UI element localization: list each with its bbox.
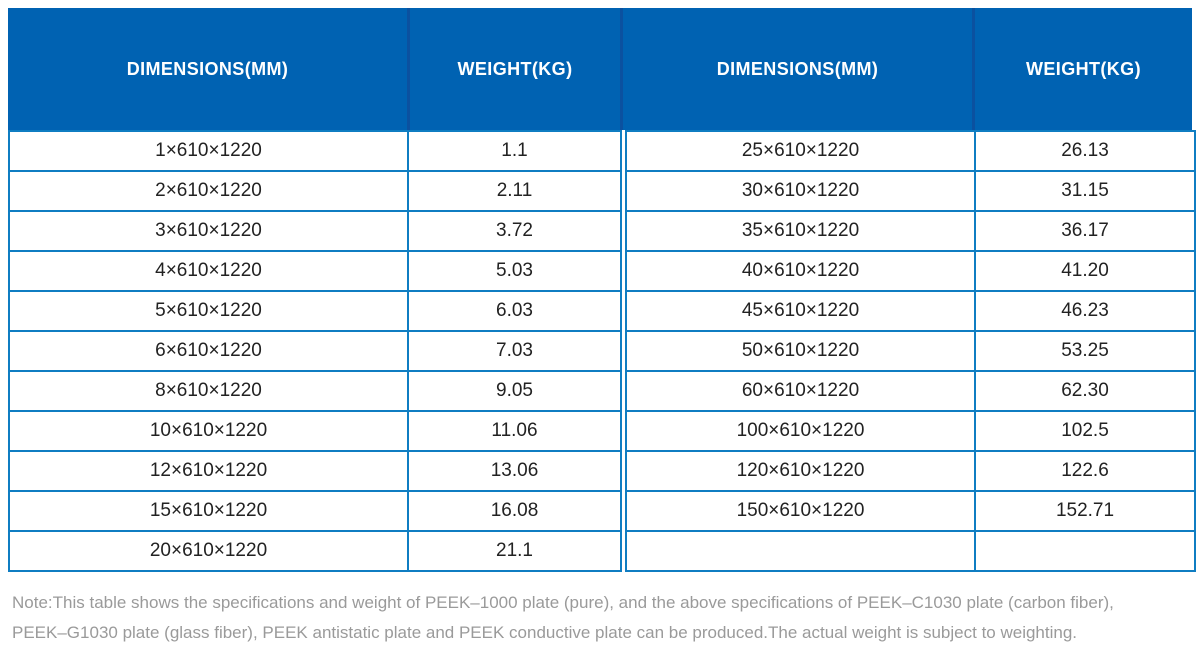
header-cell-dimensions-right: DIMENSIONS(MM) [716,58,879,79]
table-row: 15×610×1220 16.08 [8,490,622,532]
table-row: 5×610×1220 6.03 [8,290,622,332]
dimensions-cell: 12×610×1220 [8,450,409,492]
weight-cell: 53.25 [974,330,1196,372]
header-cell-weight-left: WEIGHT(KG) [457,58,573,79]
table-row: 30×610×1220 31.15 [625,170,1196,212]
right-table-body: 25×610×1220 26.13 30×610×1220 31.15 35×610×1… [625,130,1196,572]
table-row: 4×610×1220 5.03 [8,250,622,292]
header-divider [620,8,623,130]
right-table: 25×610×1220 26.13 30×610×1220 31.15 35×610×1… [625,130,1196,572]
weight-cell: 3.72 [407,210,622,252]
dimensions-cell: 40×610×1220 [625,250,976,292]
dimensions-cell: 8×610×1220 [8,370,409,412]
table-row: 150×610×1220 152.71 [625,490,1196,532]
weight-cell: 62.30 [974,370,1196,412]
weight-cell: 9.05 [407,370,622,412]
table-row: 3×610×1220 3.72 [8,210,622,252]
weight-cell: 26.13 [974,130,1196,172]
dimensions-cell: 150×610×1220 [625,490,976,532]
header-divider [407,8,410,130]
table-row: 12×610×1220 13.06 [8,450,622,492]
footnote: Note:This table shows the specifications… [12,588,1192,648]
dimensions-cell: 25×610×1220 [625,130,976,172]
left-table: 1×610×1220 1.1 2×610×1220 2.11 3×610×1220 3.7… [8,130,622,572]
weight-cell: 102.5 [974,410,1196,452]
weight-cell [974,530,1196,572]
table-row: 100×610×1220 102.5 [625,410,1196,452]
dimensions-cell: 50×610×1220 [625,330,976,372]
dimensions-cell: 60×610×1220 [625,370,976,412]
dimensions-cell: 120×610×1220 [625,450,976,492]
table-row: 1×610×1220 1.1 [8,130,622,172]
dimensions-cell: 2×610×1220 [8,170,409,212]
weight-cell: 31.15 [974,170,1196,212]
weight-cell: 41.20 [974,250,1196,292]
header-cell-dimensions-left: DIMENSIONS(MM) [126,58,289,79]
tables-container: 1×610×1220 1.1 2×610×1220 2.11 3×610×1220 3.7… [8,130,1196,572]
weight-cell: 16.08 [407,490,622,532]
table-row: 120×610×1220 122.6 [625,450,1196,492]
dimensions-cell: 15×610×1220 [8,490,409,532]
dimensions-cell: 5×610×1220 [8,290,409,332]
weight-cell: 152.71 [974,490,1196,532]
weight-cell: 122.6 [974,450,1196,492]
weight-cell: 21.1 [407,530,622,572]
weight-cell: 6.03 [407,290,622,332]
table-row: 35×610×1220 36.17 [625,210,1196,252]
table-row [625,530,1196,572]
dimensions-cell: 6×610×1220 [8,330,409,372]
left-table-body: 1×610×1220 1.1 2×610×1220 2.11 3×610×1220 3.7… [8,130,622,572]
table-row: 20×610×1220 21.1 [8,530,622,572]
dimensions-cell: 30×610×1220 [625,170,976,212]
weight-cell: 7.03 [407,330,622,372]
table-row: 10×610×1220 11.06 [8,410,622,452]
weight-cell: 5.03 [407,250,622,292]
dimensions-cell: 20×610×1220 [8,530,409,572]
table-row: 6×610×1220 7.03 [8,330,622,372]
table-row: 25×610×1220 26.13 [625,130,1196,172]
header-divider [972,8,975,130]
table-row: 2×610×1220 2.11 [8,170,622,212]
weight-cell: 36.17 [974,210,1196,252]
table-header-bar: DIMENSIONS(MM) WEIGHT(KG) DIMENSIONS(MM)… [8,8,1192,130]
table-row: 60×610×1220 62.30 [625,370,1196,412]
dimensions-cell: 3×610×1220 [8,210,409,252]
weight-cell: 2.11 [407,170,622,212]
weight-cell: 11.06 [407,410,622,452]
dimensions-cell: 1×610×1220 [8,130,409,172]
weight-cell: 13.06 [407,450,622,492]
dimensions-cell: 45×610×1220 [625,290,976,332]
table-row: 45×610×1220 46.23 [625,290,1196,332]
weight-cell: 1.1 [407,130,622,172]
table-row: 8×610×1220 9.05 [8,370,622,412]
table-row: 50×610×1220 53.25 [625,330,1196,372]
note-line-2: PEEK–G1030 plate (glass fiber), PEEK ant… [12,623,1078,642]
header-cell-weight-right: WEIGHT(KG) [1026,58,1141,79]
weight-cell: 46.23 [974,290,1196,332]
table-row: 40×610×1220 41.20 [625,250,1196,292]
dimensions-cell: 4×610×1220 [8,250,409,292]
dimensions-cell [625,530,976,572]
dimensions-cell: 100×610×1220 [625,410,976,452]
dimensions-cell: 10×610×1220 [8,410,409,452]
note-line-1: Note:This table shows the specifications… [12,593,1114,612]
dimensions-cell: 35×610×1220 [625,210,976,252]
